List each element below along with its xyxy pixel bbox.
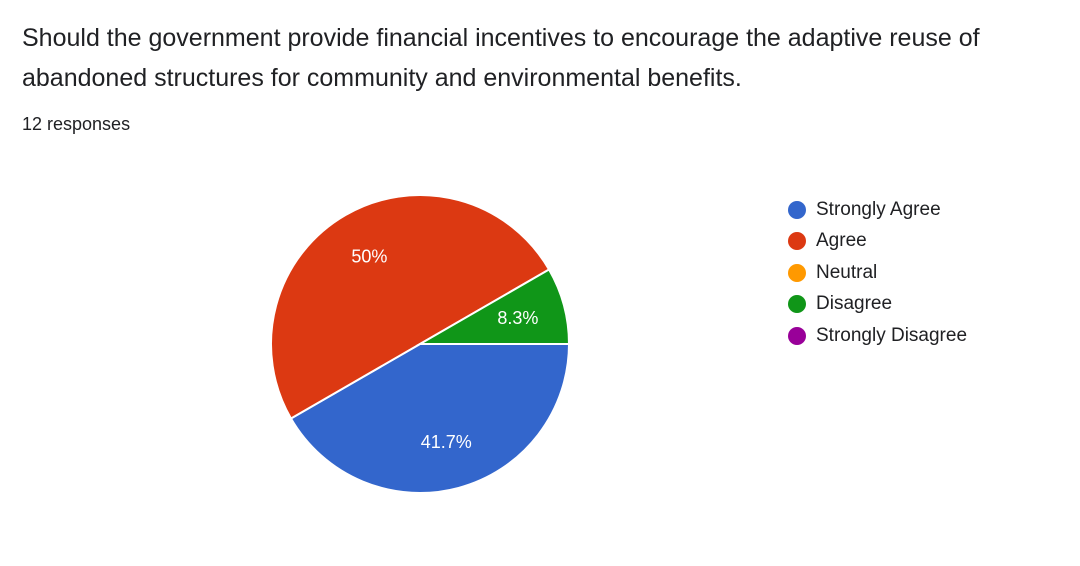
pie-label-agree: 50% — [351, 246, 387, 266]
response-count: 12 responses — [22, 114, 131, 134]
legend-label-neutral: Neutral — [816, 261, 878, 283]
legend-item-disagree[interactable]: Disagree — [788, 289, 967, 321]
pie-label-strongly-agree: 41.7% — [421, 432, 472, 452]
legend-label-strongly-disagree: Strongly Disagree — [816, 324, 968, 346]
pie-label-disagree: 8.3% — [497, 308, 538, 328]
legend-swatch-neutral — [788, 263, 806, 282]
legend-item-agree[interactable]: Agree — [788, 226, 967, 258]
legend-item-strongly-disagree[interactable]: Strongly Disagree — [788, 320, 967, 352]
chart-legend: Strongly Agree Agree Neutral Disagree Strong… — [788, 194, 967, 352]
legend-item-strongly-agree[interactable]: Strongly Agree — [788, 194, 967, 226]
legend-item-neutral[interactable]: Neutral — [788, 257, 967, 289]
pie-slice-agree[interactable] — [270, 194, 551, 420]
question-title: Should the government provide financial … — [22, 24, 980, 92]
pie-slice-strongly-agree[interactable] — [289, 343, 571, 494]
legend-swatch-strongly-agree — [788, 200, 806, 219]
legend-swatch-agree — [788, 232, 806, 251]
legend-swatch-disagree — [788, 295, 806, 314]
pie-slice-disagree[interactable] — [416, 268, 571, 345]
legend-label-strongly-agree: Strongly Agree — [816, 198, 941, 220]
legend-label-disagree: Disagree — [816, 293, 893, 315]
legend-label-agree: Agree — [816, 230, 867, 252]
legend-swatch-strongly-disagree — [788, 326, 806, 345]
